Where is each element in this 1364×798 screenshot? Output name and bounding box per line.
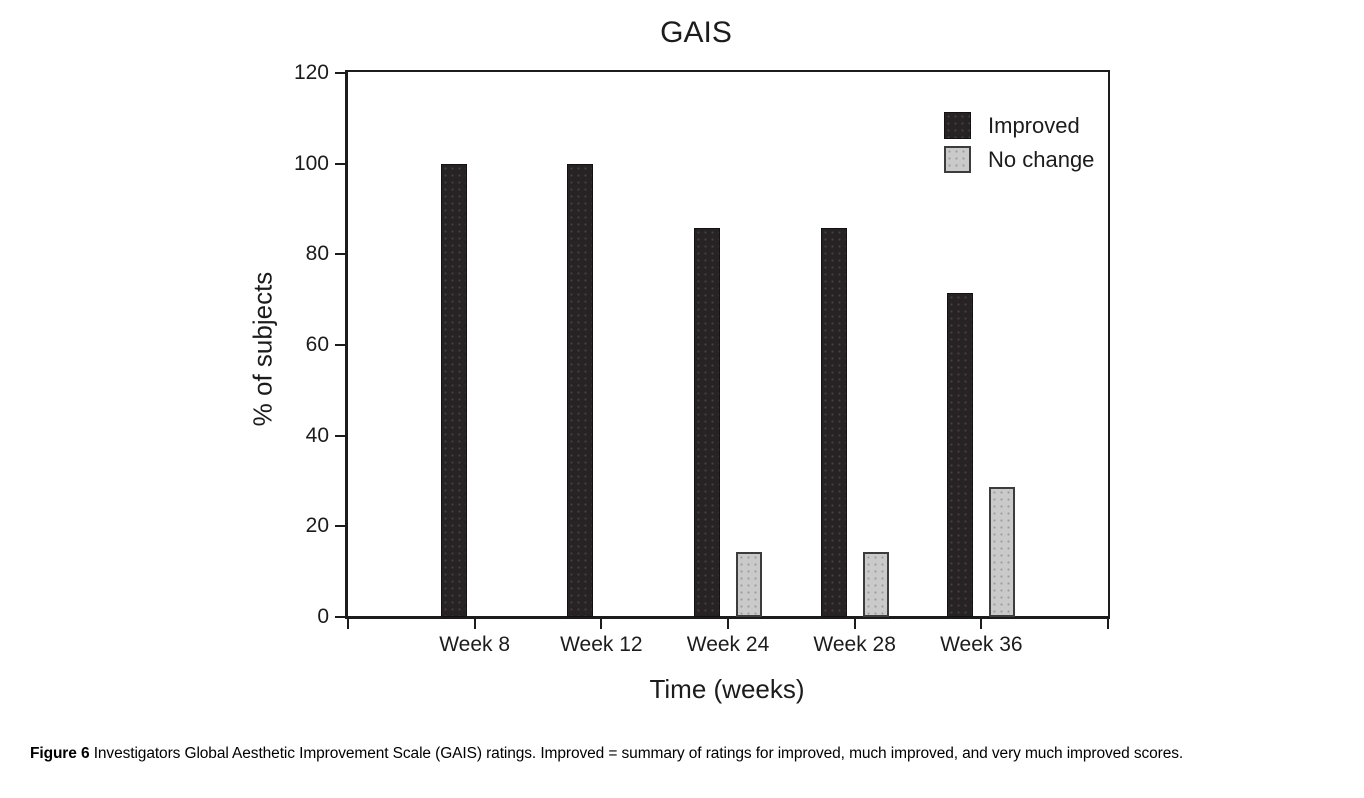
x-tick-5 — [980, 619, 983, 629]
y-tick-label-80: 80 — [305, 242, 329, 266]
legend-swatch-improved — [944, 112, 971, 139]
chart-title: GAIS — [660, 16, 732, 49]
legend-swatch-no-change — [944, 146, 971, 173]
y-tick-40 — [335, 434, 345, 437]
x-tick-6 — [1107, 619, 1109, 629]
legend-item-improved: Improved — [944, 112, 1094, 139]
y-tick-label-0: 0 — [317, 605, 329, 628]
x-axis-title: Time (weeks) — [649, 674, 805, 704]
legend: Improved No change — [944, 112, 1094, 180]
y-tick-100 — [335, 162, 345, 165]
figure-caption-text: Investigators Global Aesthetic Improveme… — [89, 745, 1184, 762]
bar-no-change-week-24 — [736, 552, 762, 617]
x-tick-0 — [347, 619, 349, 629]
x-tick-2 — [600, 619, 603, 629]
y-tick-60 — [335, 344, 345, 346]
y-tick-label-100: 100 — [293, 151, 329, 175]
x-tick-label-week-28: Week 28 — [813, 633, 896, 656]
bar-improved-week-12 — [567, 163, 594, 617]
x-tick-4 — [853, 619, 856, 629]
legend-item-no-change: No change — [944, 146, 1094, 173]
bar-improved-week-8 — [440, 163, 467, 617]
x-tick-1 — [473, 619, 476, 629]
y-tick-label-60: 60 — [305, 333, 329, 356]
figure-caption: Figure 6 Investigators Global Aesthetic … — [30, 744, 1342, 764]
bar-improved-week-28 — [820, 228, 847, 617]
x-tick-label-week-12: Week 12 — [560, 633, 643, 656]
bar-improved-week-36 — [947, 293, 974, 617]
x-tick-label-week-8: Week 8 — [439, 633, 511, 656]
y-tick-0 — [335, 616, 345, 618]
y-tick-80 — [335, 253, 345, 256]
y-tick-label-120: 120 — [293, 61, 329, 84]
y-tick-20 — [335, 525, 345, 528]
legend-label-no-change: No change — [988, 147, 1095, 172]
plot-area — [345, 70, 1110, 619]
x-tick-label-week-36: Week 36 — [940, 633, 1023, 656]
y-axis-title: % of subjects — [247, 271, 278, 427]
bar-no-change-week-36 — [989, 487, 1016, 617]
legend-label-improved: Improved — [988, 113, 1080, 138]
figure-caption-label: Figure 6 — [30, 745, 90, 762]
x-tick-3 — [727, 619, 729, 629]
y-tick-120 — [335, 72, 345, 74]
bar-improved-week-24 — [694, 228, 720, 617]
y-tick-label-20: 20 — [305, 514, 329, 538]
y-tick-label-40: 40 — [305, 423, 329, 447]
x-tick-label-week-24: Week 24 — [686, 633, 770, 656]
bar-no-change-week-28 — [862, 552, 889, 617]
